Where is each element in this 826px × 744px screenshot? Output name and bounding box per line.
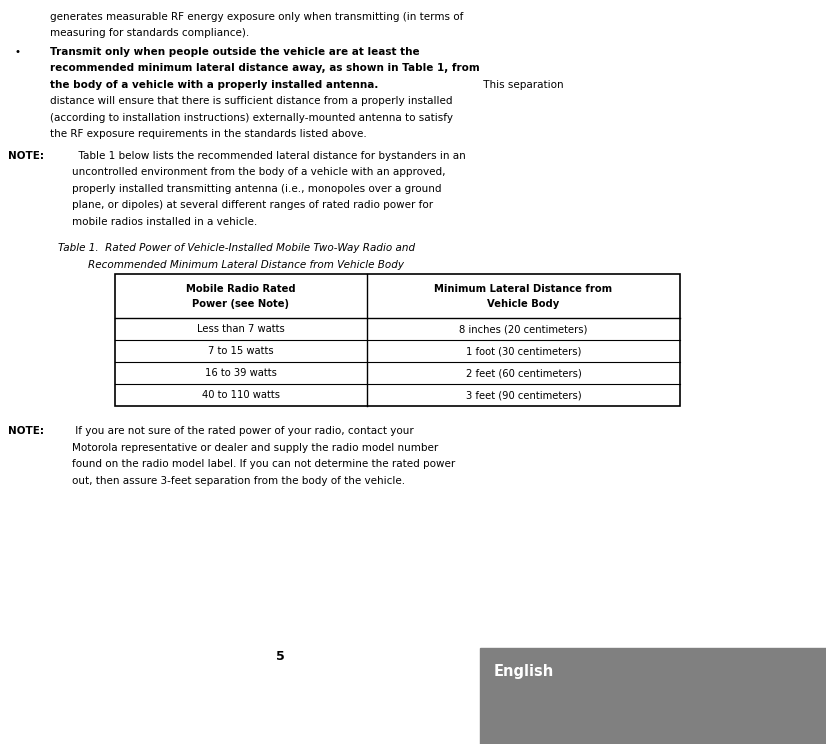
Bar xyxy=(115,275,680,406)
Text: uncontrolled environment from the body of a vehicle with an approved,: uncontrolled environment from the body o… xyxy=(72,167,445,177)
Text: 2 feet (60 centimeters): 2 feet (60 centimeters) xyxy=(466,368,582,379)
Text: NOTE:: NOTE: xyxy=(8,150,44,161)
Text: Transmit only when people outside the vehicle are at least the: Transmit only when people outside the ve… xyxy=(50,47,420,57)
Text: Mobile Radio Rated: Mobile Radio Rated xyxy=(186,284,296,295)
Text: found on the radio model label. If you can not determine the rated power: found on the radio model label. If you c… xyxy=(72,459,455,469)
Text: Less than 7 watts: Less than 7 watts xyxy=(197,324,285,334)
Text: (according to installation instructions) externally-mounted antenna to satisfy: (according to installation instructions)… xyxy=(50,112,453,123)
Text: the body of a vehicle with a properly installed antenna.: the body of a vehicle with a properly in… xyxy=(50,80,378,89)
Text: Minimum Lateral Distance from: Minimum Lateral Distance from xyxy=(434,284,613,295)
Text: distance will ensure that there is sufficient distance from a properly installed: distance will ensure that there is suffi… xyxy=(50,96,453,106)
Text: If you are not sure of the rated power of your radio, contact your: If you are not sure of the rated power o… xyxy=(72,426,414,436)
Text: recommended minimum lateral distance away, as shown in Table 1, from: recommended minimum lateral distance awa… xyxy=(50,63,480,73)
Text: NOTE:: NOTE: xyxy=(8,426,44,436)
Text: 40 to 110 watts: 40 to 110 watts xyxy=(202,391,280,400)
Text: •: • xyxy=(14,47,20,57)
Text: 1 foot (30 centimeters): 1 foot (30 centimeters) xyxy=(466,347,582,356)
Text: 7 to 15 watts: 7 to 15 watts xyxy=(208,347,273,356)
Text: out, then assure 3-feet separation from the body of the vehicle.: out, then assure 3-feet separation from … xyxy=(72,475,405,486)
Text: Vehicle Body: Vehicle Body xyxy=(487,299,560,310)
Text: Table 1 below lists the recommended lateral distance for bystanders in an: Table 1 below lists the recommended late… xyxy=(72,150,466,161)
Text: generates measurable RF energy exposure only when transmitting (in terms of: generates measurable RF energy exposure … xyxy=(50,12,463,22)
Text: 16 to 39 watts: 16 to 39 watts xyxy=(205,368,277,379)
Text: plane, or dipoles) at several different ranges of rated radio power for: plane, or dipoles) at several different … xyxy=(72,200,433,210)
Text: 5: 5 xyxy=(276,650,284,663)
Text: Table 1.  Rated Power of Vehicle-Installed Mobile Two-Way Radio and: Table 1. Rated Power of Vehicle-Installe… xyxy=(58,243,415,253)
Text: This separation: This separation xyxy=(480,80,563,89)
Text: measuring for standards compliance).: measuring for standards compliance). xyxy=(50,28,249,39)
Text: the RF exposure requirements in the standards listed above.: the RF exposure requirements in the stan… xyxy=(50,129,367,139)
Text: Recommended Minimum Lateral Distance from Vehicle Body: Recommended Minimum Lateral Distance fro… xyxy=(88,260,404,269)
Text: properly installed transmitting antenna (i.e., monopoles over a ground: properly installed transmitting antenna … xyxy=(72,184,442,193)
Text: mobile radios installed in a vehicle.: mobile radios installed in a vehicle. xyxy=(72,217,257,227)
Text: Power (see Note): Power (see Note) xyxy=(192,299,289,310)
Bar xyxy=(480,648,826,744)
Text: Motorola representative or dealer and supply the radio model number: Motorola representative or dealer and su… xyxy=(72,443,439,452)
Text: 8 inches (20 centimeters): 8 inches (20 centimeters) xyxy=(459,324,587,334)
Text: 3 feet (90 centimeters): 3 feet (90 centimeters) xyxy=(466,391,582,400)
Text: English: English xyxy=(494,664,554,679)
